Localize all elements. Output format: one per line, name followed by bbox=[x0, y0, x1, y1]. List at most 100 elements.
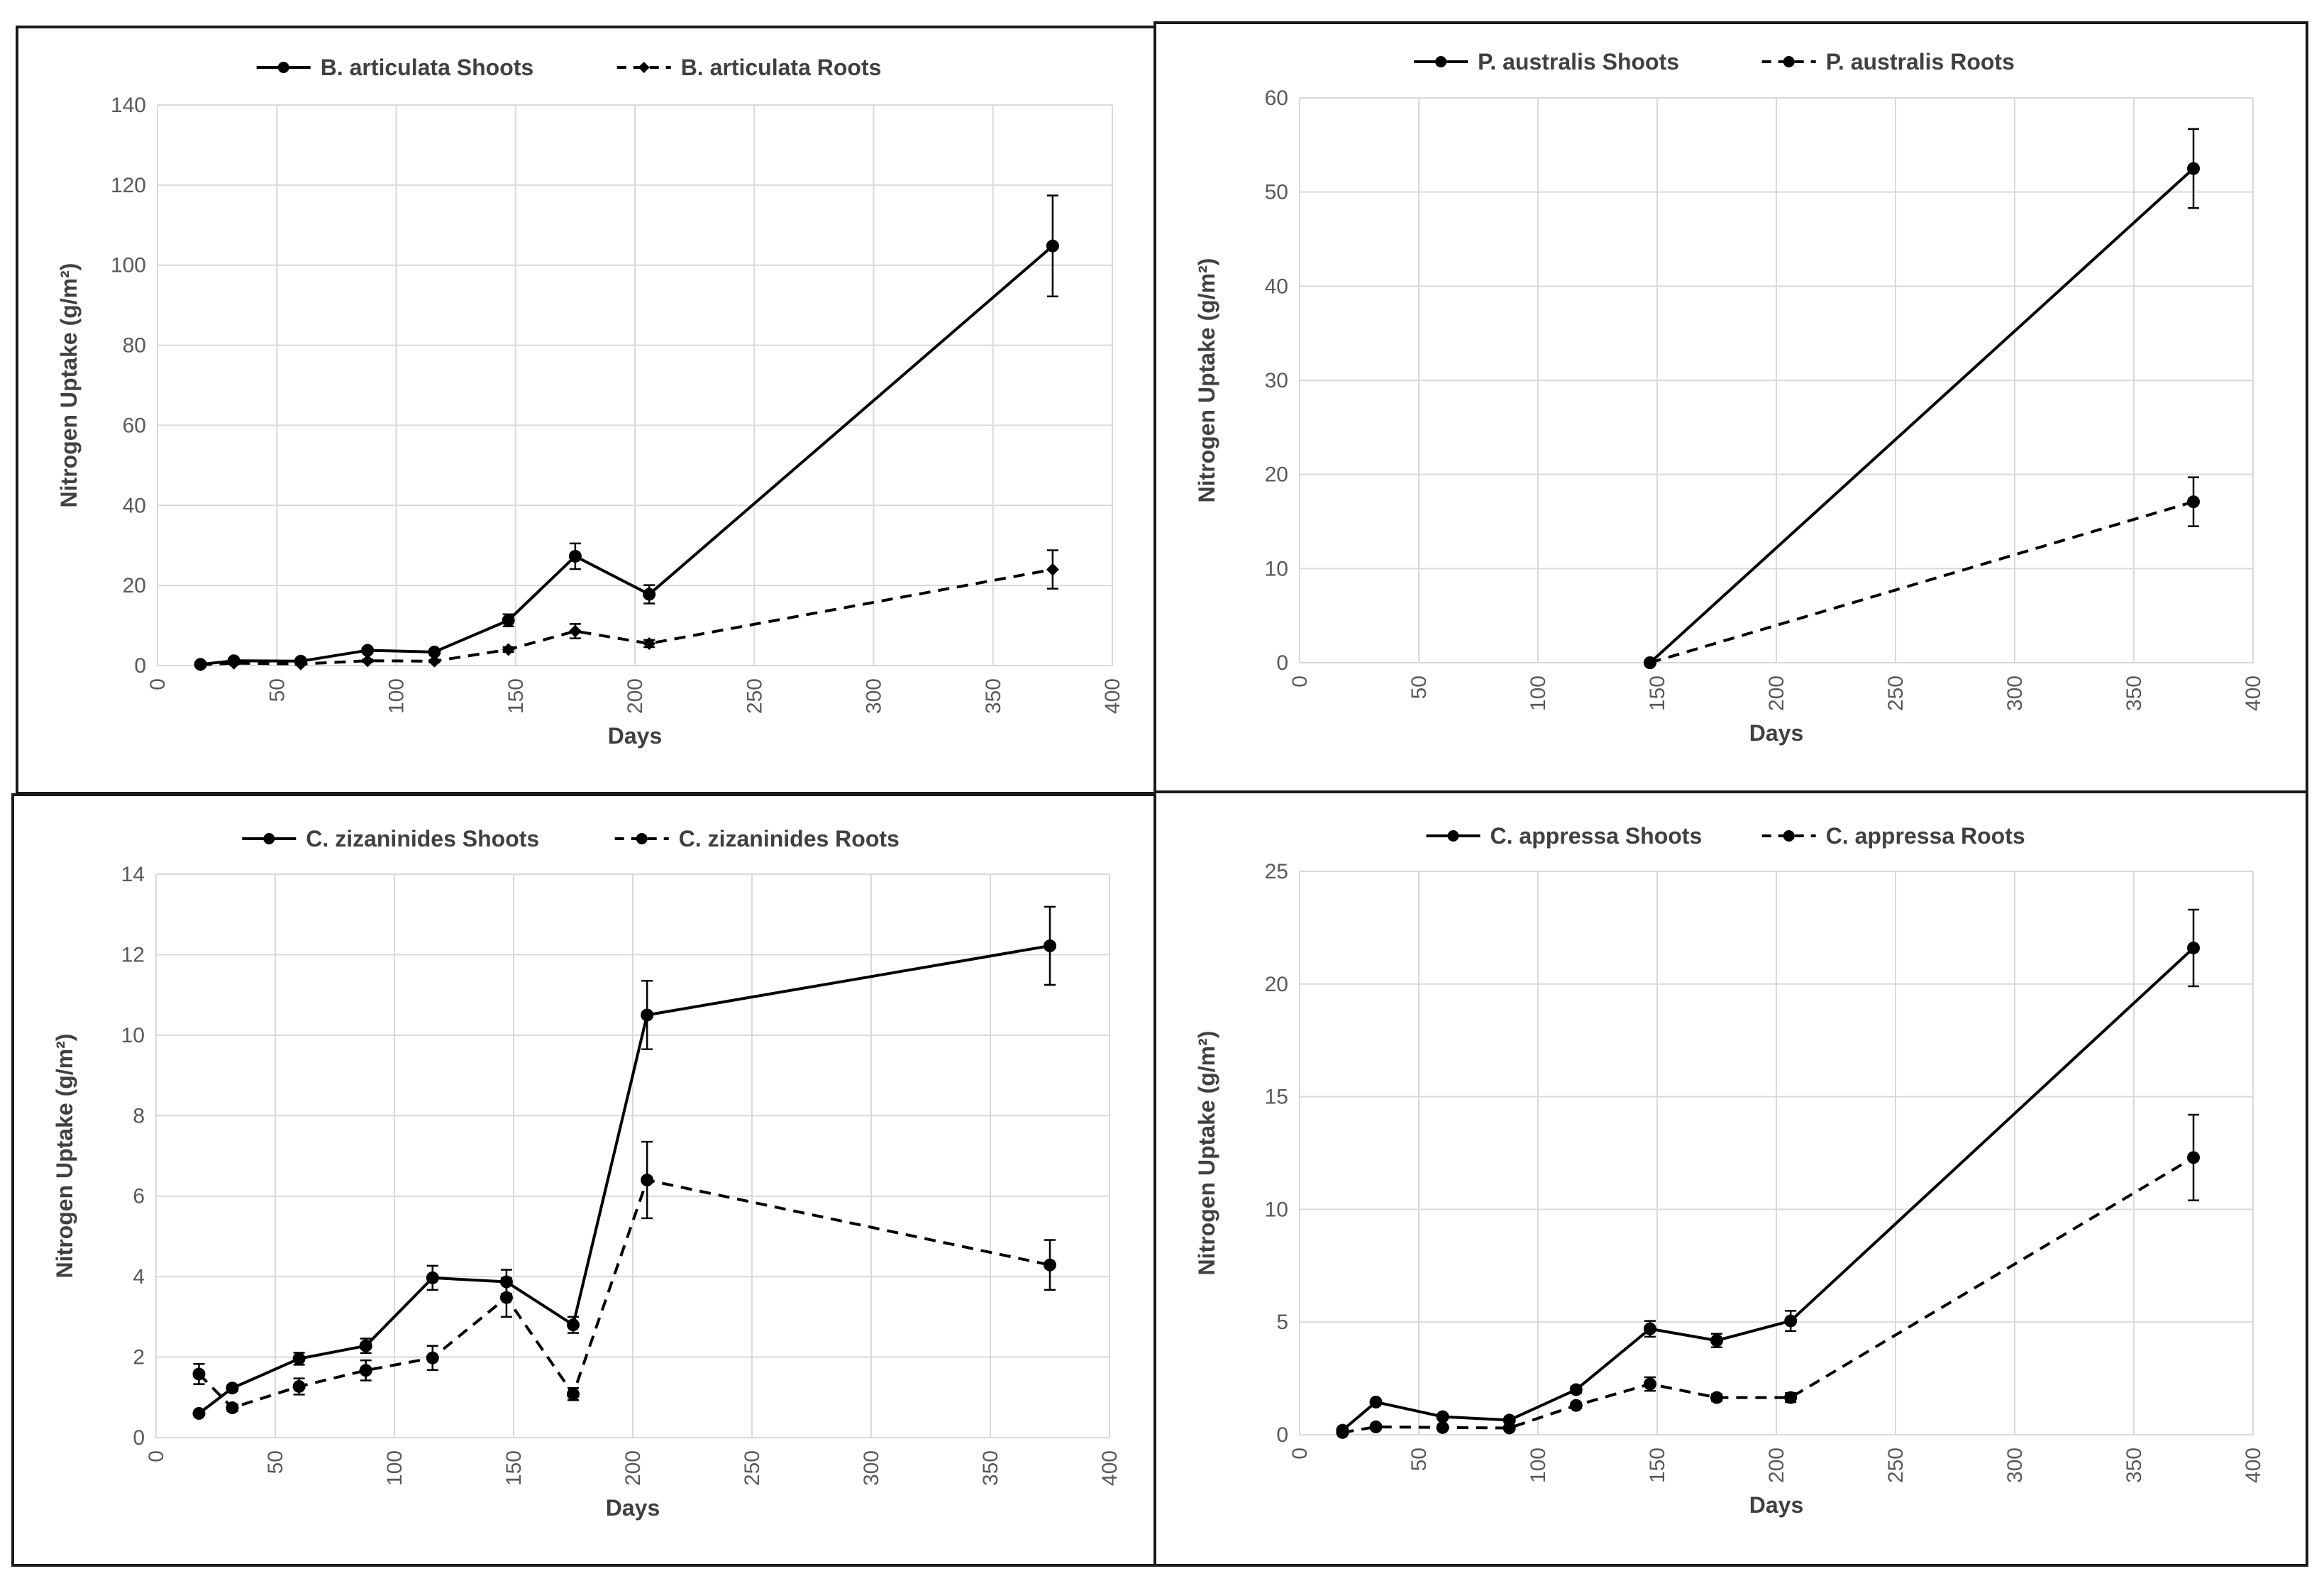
gridlines bbox=[1299, 871, 2254, 1435]
data-point bbox=[2187, 162, 2200, 175]
chart-svg-c-zizaninides: 0 2 4 6 8 10 12 14 0 50 100 150 200 250 300 350 400 Days N… bbox=[52, 826, 1122, 1521]
data-point bbox=[192, 1406, 206, 1420]
data-point bbox=[643, 636, 656, 650]
y-axis-title: Nitrogen Uptake (g/m²) bbox=[52, 1034, 77, 1279]
y-tick-label: 80 bbox=[123, 334, 146, 358]
y-axis-title: Nitrogen Uptake (g/m²) bbox=[56, 263, 82, 508]
data-point bbox=[1643, 656, 1656, 669]
data-point bbox=[2187, 495, 2200, 509]
data-point bbox=[194, 658, 207, 671]
legend-label: C. appressa Roots bbox=[1826, 823, 2025, 849]
y-tick-label: 60 bbox=[123, 414, 146, 437]
y-tick-label: 140 bbox=[111, 94, 146, 117]
legend-marker bbox=[636, 833, 648, 844]
data-point bbox=[2187, 1151, 2200, 1164]
series-b-articulata-shoots bbox=[194, 194, 1059, 671]
y-tick-label: 50 bbox=[1265, 181, 1288, 204]
x-tick-label: 350 bbox=[982, 678, 1005, 714]
y-tick-label: 20 bbox=[1265, 463, 1288, 487]
series-p-australis-roots bbox=[1643, 476, 2200, 669]
series-c-zizaninides-roots bbox=[192, 1140, 1056, 1415]
data-point bbox=[361, 654, 375, 668]
data-point bbox=[1643, 1377, 1656, 1391]
data-point bbox=[643, 588, 656, 601]
legend-item-b-articulata-roots: B. articulata Roots bbox=[616, 55, 882, 80]
data-point bbox=[359, 1364, 372, 1377]
x-tick-label: 350 bbox=[2123, 1448, 2146, 1483]
x-tick-label: 300 bbox=[860, 1450, 883, 1486]
x-tick-label: 350 bbox=[979, 1450, 1002, 1486]
data-point bbox=[359, 1339, 372, 1352]
y-tick-label: 40 bbox=[1265, 275, 1288, 298]
data-point bbox=[361, 644, 375, 657]
legend-item-c-zizaninides-shoots: C. zizaninides Shoots bbox=[242, 826, 539, 851]
y-tick-label: 12 bbox=[121, 943, 145, 966]
y-tick-label: 40 bbox=[123, 494, 146, 517]
data-point bbox=[1044, 1258, 1056, 1272]
x-axis-title: Days bbox=[1749, 720, 1804, 746]
data-point bbox=[292, 1379, 306, 1393]
series-line-p-australis-shoots bbox=[1649, 167, 2195, 664]
series-line-p-australis-roots bbox=[1649, 500, 2194, 664]
data-point bbox=[567, 1387, 580, 1401]
legend-label: P. australis Shoots bbox=[1478, 49, 1679, 75]
data-point bbox=[426, 1351, 439, 1364]
y-tick-label: 25 bbox=[1265, 860, 1288, 883]
legend-marker bbox=[1783, 830, 1795, 842]
x-tick-label: 200 bbox=[624, 678, 647, 714]
series-line-b-articulata-shoots bbox=[200, 245, 1054, 666]
series-c-appressa-shoots bbox=[1336, 908, 2200, 1437]
series-line-c-appressa-shoots bbox=[1341, 947, 2195, 1432]
x-tick-label: 200 bbox=[1765, 1448, 1788, 1483]
x-tick-label: 400 bbox=[1098, 1450, 1122, 1486]
x-tick-label: 0 bbox=[146, 678, 170, 690]
y-tick-label: 20 bbox=[1265, 973, 1288, 996]
x-tick-label: 50 bbox=[265, 678, 289, 702]
x-tick-label: 250 bbox=[741, 1450, 764, 1486]
y-tick-label: 8 bbox=[133, 1104, 145, 1127]
gridlines bbox=[1299, 97, 2254, 663]
x-tick-label: 150 bbox=[1646, 676, 1669, 711]
data-point bbox=[1569, 1383, 1583, 1396]
x-tick-label: 250 bbox=[743, 678, 766, 714]
legend-label: C. zizaninides Roots bbox=[679, 826, 900, 851]
legend: B. articulata Shoots B. articulata Roots bbox=[256, 55, 882, 80]
x-tick-label: 50 bbox=[1407, 1448, 1431, 1471]
data-point bbox=[1046, 239, 1059, 253]
y-tick-label: 30 bbox=[1265, 369, 1288, 392]
legend-marker bbox=[1435, 56, 1447, 67]
chart-svg-b-articulata: 0 20 40 60 80 100 120 140 0 50 100 150 200 250 300 350 4… bbox=[56, 55, 1124, 749]
x-tick-label: 0 bbox=[1288, 1448, 1312, 1460]
y-tick-label: 6 bbox=[133, 1185, 145, 1208]
y-axis-title: Nitrogen Uptake (g/m²) bbox=[1194, 1031, 1219, 1276]
x-tick-label: 300 bbox=[863, 678, 886, 714]
x-tick-label: 400 bbox=[2242, 1448, 2265, 1483]
data-point bbox=[1336, 1426, 1349, 1439]
x-tick-label: 200 bbox=[1765, 676, 1788, 711]
x-tick-label: 0 bbox=[145, 1450, 168, 1462]
legend-item-c-appressa-shoots: C. appressa Shoots bbox=[1426, 823, 1702, 849]
y-tick-label: 4 bbox=[133, 1265, 145, 1289]
legend-label: B. articulata Roots bbox=[681, 55, 882, 80]
x-axis-title: Days bbox=[1749, 1492, 1804, 1518]
x-tick-label: 150 bbox=[1646, 1448, 1669, 1483]
data-point bbox=[502, 643, 515, 656]
legend-item-p-australis-shoots: P. australis Shoots bbox=[1414, 49, 1679, 75]
series-line-c-zizaninides-shoots bbox=[198, 944, 1051, 1415]
y-tick-label: 60 bbox=[1265, 87, 1288, 110]
x-tick-label: 250 bbox=[1884, 1448, 1908, 1483]
legend-marker bbox=[1783, 56, 1795, 67]
data-point bbox=[1643, 1322, 1656, 1335]
data-point bbox=[641, 1174, 654, 1187]
series-b-articulata-roots bbox=[194, 549, 1059, 671]
data-point bbox=[641, 1008, 654, 1022]
x-tick-label: 100 bbox=[1527, 1448, 1550, 1483]
chart-svg-p-australis: 0 10 20 30 40 50 60 0 50 100 150 200 250 300 350 400 Day… bbox=[1194, 49, 2265, 746]
x-tick-label: 150 bbox=[504, 678, 528, 714]
x-tick-label: 0 bbox=[1288, 676, 1312, 688]
data-point bbox=[567, 1318, 580, 1332]
x-tick-label: 50 bbox=[1407, 676, 1431, 699]
data-point bbox=[292, 1352, 306, 1365]
data-point bbox=[1044, 939, 1056, 952]
